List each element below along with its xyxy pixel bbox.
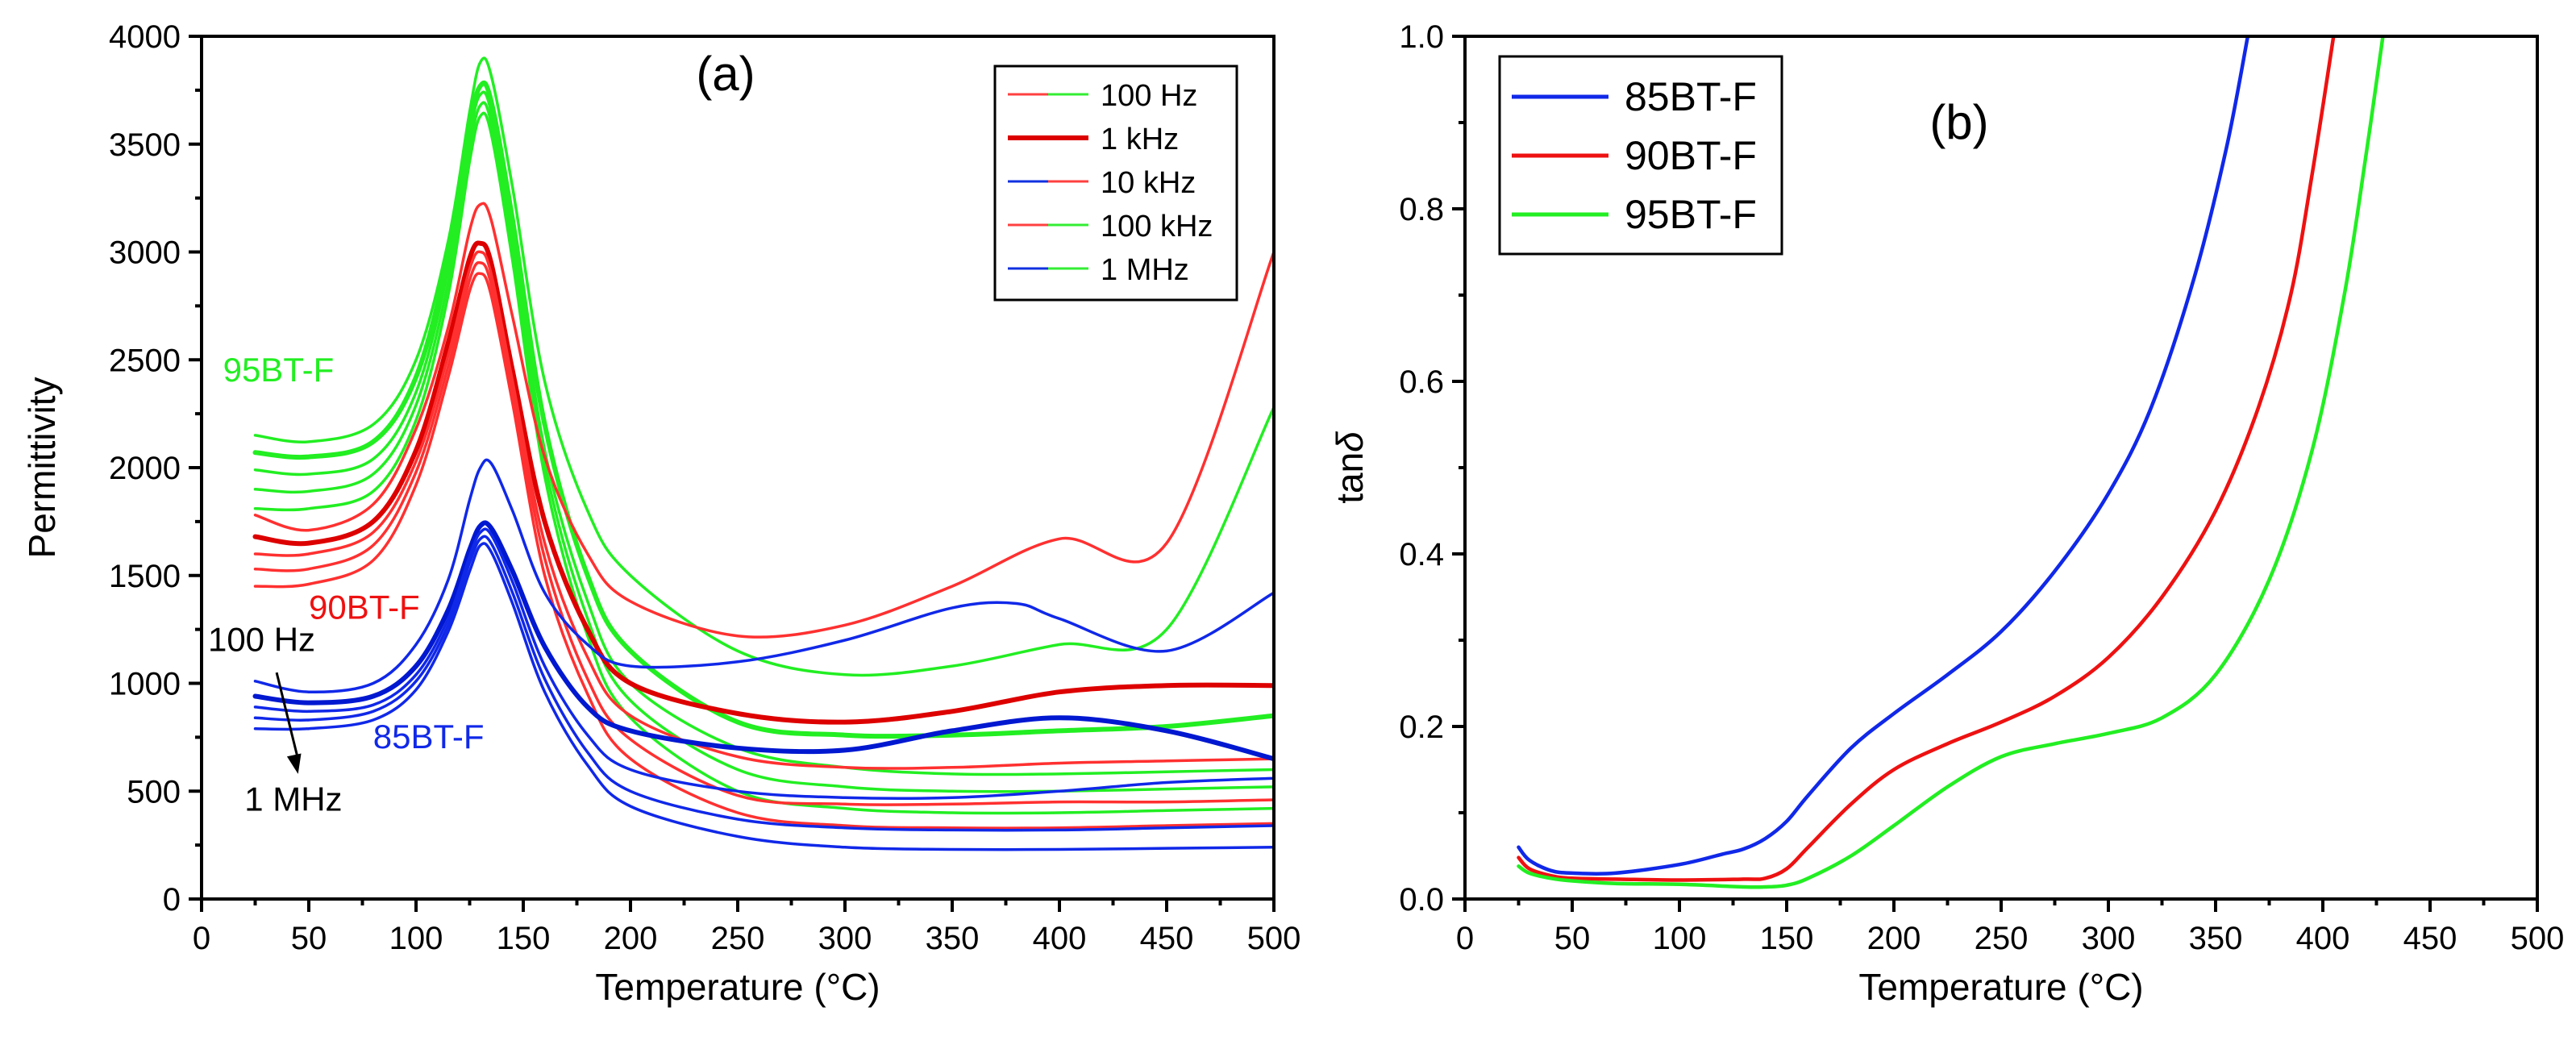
a-series-85bt-f-1mhz — [253, 542, 1274, 851]
a-series-90bt-f-100khz — [253, 260, 1274, 806]
b-y-tick-label: 0.0 — [1399, 882, 1444, 918]
a-series-95bt-f-10khz — [253, 90, 1274, 776]
a-y-tick-label: 2500 — [109, 343, 181, 378]
a-x-tick-label: 450 — [1140, 921, 1194, 956]
a-x-tick-label: 250 — [711, 921, 765, 956]
b-x-tick-label: 50 — [1554, 921, 1591, 956]
a-legend-label: 10 kHz — [1101, 166, 1196, 200]
b-x-axis-title: Temperature (°C) — [1858, 966, 2143, 1008]
b-y-tick-label: 0.4 — [1399, 537, 1444, 572]
b-legend-label: 85BT-F — [1625, 74, 1757, 119]
a-y-ticks: 0 500 1000 1500 2000 2500 3000 3500 4000 — [109, 19, 202, 918]
a-legend-box — [993, 65, 1238, 302]
a-annotation-1-mhz: 1 MHz — [244, 780, 342, 818]
a-series-85bt-f-1khz — [252, 520, 1274, 762]
a-y-axis-title: Permittivity — [21, 377, 63, 559]
a-series-90bt-f-100hz — [253, 202, 1274, 639]
b-y-axis-title-delta: δ — [1329, 431, 1371, 452]
a-annotation-100-hz: 100 Hz — [208, 620, 315, 658]
b-y-tick-label: 0.6 — [1399, 364, 1444, 400]
a-series-85bt-f-10khz — [253, 527, 1274, 801]
b-x-ticks: 0 50 100 150 200 250 300 350 400 450 500 — [1456, 899, 2565, 956]
a-curves — [252, 56, 1274, 851]
a-y-tick-label: 500 — [127, 774, 181, 810]
a-annotations: 95BT-F 90BT-F 85BT-F 100 Hz 1 MHz — [208, 351, 485, 818]
a-x-tick-label: 0 — [193, 921, 210, 956]
a-series-85bt-f-100khz — [253, 535, 1274, 832]
b-y-ticks: 0.0 0.2 0.4 0.6 0.8 1.0 — [1399, 19, 1465, 918]
a-y-tick-label: 3000 — [109, 235, 181, 271]
b-x-tick-label: 200 — [1867, 921, 1921, 956]
b-y-axis-title: tanδ — [1329, 431, 1371, 504]
b-series-85bt-f — [1517, 36, 2250, 876]
a-annotation-95bt-f: 95BT-F — [223, 351, 335, 389]
b-x-tick-label: 150 — [1760, 921, 1814, 956]
b-series-90bt-f — [1517, 36, 2336, 882]
a-x-tick-label: 500 — [1247, 921, 1301, 956]
b-x-tick-label: 0 — [1456, 921, 1474, 956]
b-x-tick-label: 350 — [2189, 921, 2243, 956]
a-y-tick-label: 3500 — [109, 127, 181, 163]
b-legend-label: 90BT-F — [1625, 133, 1757, 178]
a-legend-label: 100 kHz — [1101, 210, 1213, 243]
a-panel-label: (a) — [696, 47, 755, 101]
b-series-95bt-f — [1517, 36, 2385, 889]
a-y-tick-label: 1000 — [109, 667, 181, 702]
b-y-tick-label: 0.8 — [1399, 192, 1444, 227]
a-y-tick-label: 1500 — [109, 559, 181, 594]
b-x-tick-label: 250 — [1975, 921, 2029, 956]
a-x-tick-label: 350 — [926, 921, 980, 956]
b-y-axis-title-text: tan — [1329, 452, 1371, 504]
a-series-95bt-f-1khz — [252, 80, 1274, 739]
b-panel-label: (b) — [1929, 95, 1988, 149]
a-series-95bt-f-1mhz — [253, 111, 1274, 815]
b-curves — [1517, 36, 2385, 889]
b-y-tick-label: 0.2 — [1399, 710, 1444, 745]
b-x-tick-label: 100 — [1653, 921, 1707, 956]
a-legend-label: 100 Hz — [1101, 79, 1197, 113]
a-x-ticks: 0 50 100 150 200 250 300 350 400 450 500 — [193, 899, 1301, 956]
a-series-90bt-f-1khz — [252, 240, 1274, 725]
a-annotation-85bt-f: 85BT-F — [373, 718, 485, 755]
b-x-tick-label: 500 — [2511, 921, 2565, 956]
a-x-tick-label: 300 — [818, 921, 872, 956]
a-legend-label: 1 kHz — [1101, 123, 1179, 156]
frequency-arrowhead — [286, 753, 302, 774]
a-series-95bt-f-100hz — [253, 56, 1274, 677]
b-x-tick-label: 300 — [2082, 921, 2136, 956]
b-x-tick-label: 450 — [2403, 921, 2457, 956]
b-legend: 85BT-F 90BT-F 95BT-F — [1498, 55, 1783, 256]
a-y-tick-label: 4000 — [109, 19, 181, 55]
a-annotation-90bt-f: 90BT-F — [309, 588, 420, 626]
a-x-tick-label: 50 — [291, 921, 327, 956]
a-y-tick-label: 0 — [163, 882, 181, 918]
a-x-tick-label: 100 — [389, 921, 443, 956]
panel-a: 0 50 100 150 200 250 300 350 400 450 500 0 500 1000 1… — [21, 19, 1300, 1008]
b-y-tick-label: 1.0 — [1399, 19, 1444, 55]
b-legend-label: 95BT-F — [1625, 192, 1757, 237]
b-x-tick-label: 400 — [2296, 921, 2350, 956]
a-x-tick-label: 400 — [1033, 921, 1087, 956]
a-x-tick-label: 200 — [604, 921, 658, 956]
frequency-arrow — [275, 672, 300, 760]
a-series-90bt-f-10khz — [253, 250, 1274, 770]
a-legend-label: 1 MHz — [1101, 253, 1189, 287]
panel-b: 0 50 100 150 200 250 300 350 400 450 500 0.0 0.2 0.4… — [1329, 19, 2564, 1008]
a-x-axis-title: Temperature (°C) — [595, 966, 880, 1008]
a-x-tick-label: 150 — [497, 921, 551, 956]
a-series-90bt-f-1mhz — [253, 272, 1274, 830]
a-y-tick-label: 2000 — [109, 451, 181, 486]
a-series-85bt-f-100hz — [253, 458, 1274, 694]
a-legend: 100 Hz 1 kHz 10 kHz 100 kHz 1 MHz — [993, 65, 1238, 302]
